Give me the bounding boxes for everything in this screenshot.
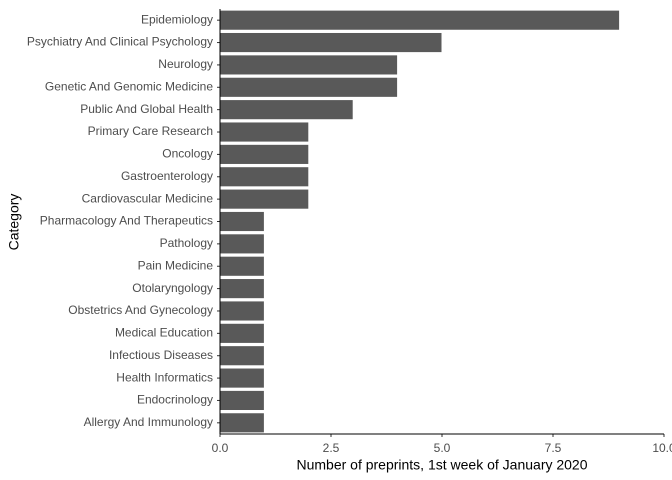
y-tick-label: Neurology — [158, 57, 213, 71]
y-tick-label: Gastroenterology — [121, 169, 213, 183]
y-tick-label: Psychiatry And Clinical Psychology — [27, 35, 213, 49]
y-axis-title: Category — [6, 194, 22, 251]
y-tick-label: Oncology — [162, 147, 213, 161]
bar — [219, 99, 354, 121]
bar — [219, 31, 443, 54]
x-tick-label: 0.0 — [212, 441, 229, 455]
y-tick-label: Epidemiology — [141, 12, 213, 26]
y-tick-label: Pharmacology And Therapeutics — [40, 214, 213, 228]
y-tick-label: Pathology — [160, 236, 213, 250]
bar — [219, 233, 265, 255]
y-tick-label: Public And Global Health — [80, 102, 213, 116]
bar — [219, 412, 265, 434]
y-tick-label: Otolaryngology — [132, 281, 213, 295]
y-tick-label: Obstetrics And Gynecology — [68, 303, 213, 317]
bar — [219, 278, 265, 300]
bar — [219, 54, 399, 76]
bar — [219, 166, 310, 188]
y-tick-label: Medical Education — [115, 326, 213, 340]
bar — [219, 367, 265, 389]
bar — [219, 255, 265, 277]
bar — [219, 210, 265, 233]
x-tick-label: 7.5 — [545, 441, 562, 455]
bar — [219, 121, 310, 143]
bar — [219, 389, 265, 412]
y-tick-label: Primary Care Research — [88, 124, 213, 138]
y-tick-label: Endocrinology — [137, 393, 213, 407]
x-tick-label: 2.5 — [323, 441, 340, 455]
bar — [219, 76, 399, 98]
y-tick-label: Allergy And Immunology — [84, 415, 213, 429]
bar — [219, 322, 265, 344]
x-tick-label: 10.0 — [652, 441, 672, 455]
y-tick-label: Cardiovascular Medicine — [82, 191, 214, 205]
x-axis-title: Number of preprints, 1st week of January… — [296, 457, 587, 473]
bar — [219, 188, 310, 210]
x-tick-label: 5.0 — [434, 441, 451, 455]
y-tick-label: Genetic And Genomic Medicine — [45, 79, 213, 93]
bar — [219, 300, 265, 322]
y-tick-label: Pain Medicine — [138, 258, 214, 272]
y-tick-label: Health Informatics — [116, 370, 213, 384]
bar — [219, 345, 265, 367]
y-tick-label: Infectious Diseases — [109, 348, 213, 362]
bar — [219, 143, 310, 165]
bar — [219, 9, 621, 31]
